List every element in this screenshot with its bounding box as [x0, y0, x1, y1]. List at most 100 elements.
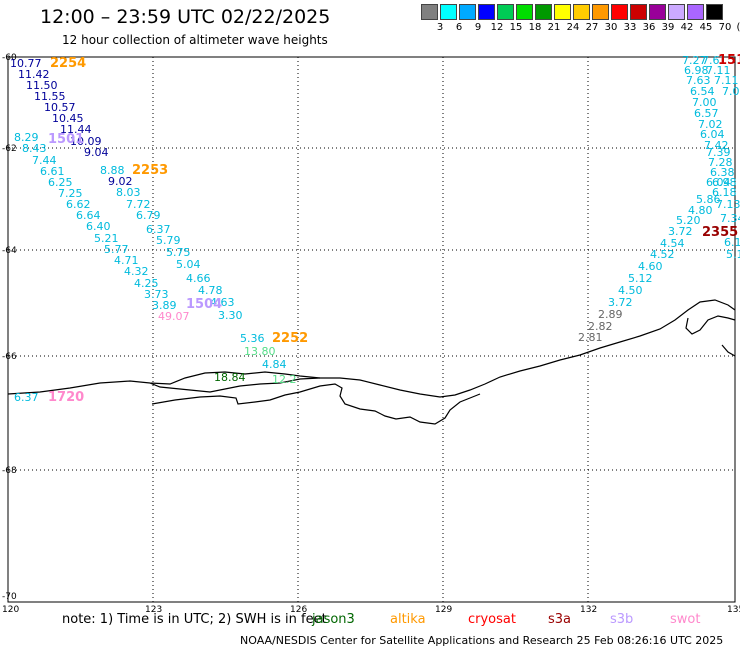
legend-swatch: [459, 4, 476, 20]
wave-height-label: 2.82: [588, 320, 613, 333]
legend-swatch: [440, 4, 457, 20]
satellite-label-altika: altika: [390, 612, 426, 627]
legend-swatch: [668, 4, 685, 20]
lon-label: 129: [435, 605, 452, 615]
wave-height-label: 6.04: [706, 176, 731, 189]
wave-height-label: 5.36: [240, 332, 265, 345]
wave-height-label: 5.1: [726, 248, 740, 261]
legend-label: 42: [680, 22, 694, 33]
wave-height-label: 6.40: [86, 220, 111, 233]
chart-subtitle: 12 hour collection of altimeter wave hei…: [62, 33, 328, 47]
wave-height-label: 2.89: [598, 308, 623, 321]
wave-height-label: 6.37: [146, 223, 171, 236]
longitude-labels: 120 123 126 129 132 135: [2, 605, 740, 615]
wave-height-label: 6.61: [40, 165, 65, 178]
wave-height-label: 7.00: [692, 96, 717, 109]
wave-height-label: 4.25: [134, 277, 159, 290]
legend-swatch: [592, 4, 609, 20]
wave-height-label: 4.54: [660, 237, 685, 250]
wave-height-label: 10.45: [52, 112, 84, 125]
wave-height-label: 5.12: [628, 272, 653, 285]
legend-label: 33: [623, 22, 637, 33]
wave-height-label: 4.84: [262, 358, 287, 371]
chart-title: 12:00 – 23:59 UTC 02/22/2025: [40, 6, 331, 28]
wave-height-label: 4.71: [114, 254, 139, 267]
wave-height-label: 8.03: [116, 186, 141, 199]
wave-height-label: 13.80: [244, 345, 276, 358]
wave-height-label: 5.77: [104, 243, 129, 256]
satellite-label-s3a: s3a: [548, 612, 572, 627]
pass-time-label: 2355: [702, 225, 738, 240]
wave-height-label: 7.27: [682, 54, 707, 67]
wave-height-label: 11.50: [26, 79, 58, 92]
wave-height-label: 6.25: [48, 176, 73, 189]
wave-height-label: 6.38: [710, 166, 735, 179]
wave-height-label: 5.79: [156, 234, 181, 247]
wave-height-label: 49.07: [158, 310, 190, 323]
lon-label: 132: [580, 605, 597, 615]
wave-height-label: 4.63: [210, 296, 235, 309]
wave-height-label: 4.66: [186, 272, 211, 285]
wave-height-label: 6.62: [66, 198, 91, 211]
wave-height-label: 7.02: [698, 118, 723, 131]
wave-height-label: 10.09: [70, 135, 102, 148]
wave-height-label: 8.29: [14, 131, 39, 144]
wave-height-label: 3.30: [218, 309, 243, 322]
legend-label: 30: [604, 22, 618, 33]
legend-label: 6: [455, 22, 463, 33]
wave-height-label: 12.2: [272, 373, 297, 386]
legend-label: 18: [528, 22, 542, 33]
lat-label: -66: [2, 352, 17, 362]
wave-height-label: 5.75: [166, 246, 191, 259]
pass-time-label: 151: [718, 53, 740, 68]
lat-label: -64: [2, 246, 17, 256]
wave-height-label: 6.57: [694, 107, 719, 120]
lat-label: -70: [2, 592, 17, 602]
wave-height-label: 8.43: [22, 142, 47, 155]
wave-height-label: 4.60: [638, 260, 663, 273]
lat-label: -60: [2, 53, 17, 63]
footer-note: note: 1) Time is in UTC; 2) SWH is in fe…: [62, 612, 327, 627]
wave-height-label: 7.61: [702, 54, 727, 67]
legend-swatch: [573, 4, 590, 20]
satellite-label-swot: swot: [670, 612, 701, 627]
wave-height-label: 7.11: [706, 64, 731, 77]
wave-height-label: 3.72: [608, 296, 633, 309]
legend-label: (ft): [736, 22, 740, 33]
legend-swatch: [630, 4, 647, 20]
wave-height-label: 7.42: [704, 139, 729, 152]
wave-height-label: 3.73: [144, 288, 169, 301]
latitude-labels: -60 -62 -64 -66 -68 -70: [2, 53, 17, 602]
legend-label: 9: [474, 22, 482, 33]
legend-swatch: [611, 4, 628, 20]
wave-height-label: 6.98: [684, 64, 709, 77]
legend-label: 3: [436, 22, 444, 33]
lat-label: -62: [2, 144, 17, 154]
wave-height-label: 7.0: [722, 85, 740, 98]
wave-height-label: 6.04: [700, 128, 725, 141]
satellite-label-jason3: jason3: [312, 612, 355, 627]
wave-height-label: 2.81: [578, 331, 603, 344]
pass-time-label: 2254: [50, 56, 86, 71]
wave-height-label: 7.63: [686, 74, 711, 87]
wave-height-label: 6.54: [690, 85, 715, 98]
wave-height-label: 4.52: [650, 248, 675, 261]
legend-swatch: [478, 4, 495, 20]
legend-swatch: [649, 4, 666, 20]
legend-label: 36: [642, 22, 656, 33]
wave-height-label: 4.78: [198, 284, 223, 297]
altimeter-tracks: 10.7711.4211.5011.5510.5710.4511.4410.09…: [10, 53, 740, 405]
wave-height-label: 11.55: [34, 90, 66, 103]
wave-height-label: 7.39: [706, 146, 731, 159]
wave-height-label: 5.21: [94, 232, 119, 245]
wave-height-label: 11.44: [60, 123, 92, 136]
pass-time-label: 2252: [272, 331, 308, 346]
wave-height-label: 11.42: [18, 68, 50, 81]
wave-height-label: 18.84: [214, 371, 246, 384]
lon-label: 123: [145, 605, 162, 615]
legend-swatch: [687, 4, 704, 20]
pass-time-label: 1504: [186, 297, 222, 312]
wave-height-label: 7.44: [32, 154, 57, 167]
lon-label: 135: [727, 605, 740, 615]
